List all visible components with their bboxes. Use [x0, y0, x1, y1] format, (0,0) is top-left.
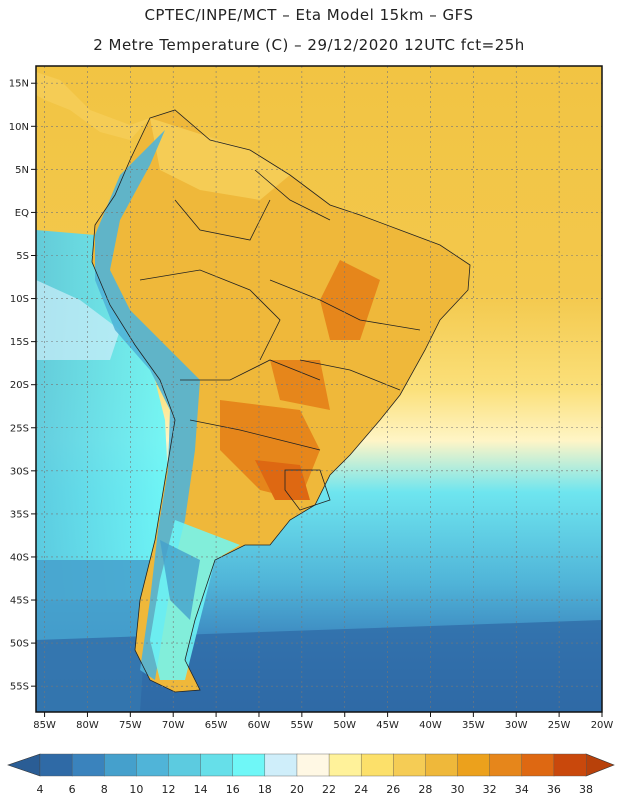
- colorbar-swatch: [71, 753, 105, 777]
- lat-label: 45S: [10, 596, 29, 607]
- lat-label: 5S: [16, 251, 29, 262]
- colorbar-label: 24: [354, 783, 368, 796]
- colorbar-swatch: [328, 753, 362, 777]
- lat-label: 15S: [10, 337, 29, 348]
- colorbar-swatch: [360, 753, 394, 777]
- colorbar-label: 4: [37, 783, 44, 796]
- lon-label: 40W: [419, 720, 442, 731]
- colorbar-label: 38: [579, 783, 593, 796]
- lat-label: EQ: [15, 208, 29, 219]
- lon-label: 75W: [119, 720, 142, 731]
- graticule: [31, 66, 603, 717]
- lat-label: 50S: [10, 639, 29, 650]
- colorbar-labels: 4 6 8 10 12 14 16 18 20 22 24 26 28 30 32 34 36 38: [37, 783, 594, 796]
- lon-label: 50W: [333, 720, 356, 731]
- colorbar-label: 16: [226, 783, 240, 796]
- colorbar-label: 14: [194, 783, 208, 796]
- lon-label: 80W: [76, 720, 99, 731]
- latitude-labels: 15N 10N 5N EQ 5S 10S 15S 20S 25S 30S 35S 40S 45S 50S 5…: [9, 79, 29, 693]
- lat-label: 35S: [10, 509, 29, 520]
- colorbar-low-cap: [7, 753, 41, 777]
- map-frame: [35, 65, 603, 713]
- colorbar-label: 10: [129, 783, 143, 796]
- colorbar-label: 18: [258, 783, 272, 796]
- colorbar-swatch: [521, 753, 555, 777]
- colorbar-swatch: [489, 753, 523, 777]
- lon-label: 60W: [248, 720, 271, 731]
- lon-label: 30W: [505, 720, 528, 731]
- colorbar-label: 32: [483, 783, 497, 796]
- colorbar-swatch: [200, 753, 234, 777]
- lat-label: 10N: [9, 122, 29, 133]
- colorbar-swatch: [425, 753, 459, 777]
- colorbar-swatch: [136, 753, 169, 777]
- colorbar-swatch: [296, 753, 330, 777]
- central-america-land: [36, 72, 150, 140]
- lon-label: 65W: [205, 720, 228, 731]
- lon-label: 70W: [162, 720, 185, 731]
- colorbar-swatch: [264, 753, 298, 777]
- lon-label: 20W: [591, 720, 614, 731]
- patagonia-cold: [160, 540, 200, 620]
- lon-label: 35W: [462, 720, 485, 731]
- hot-zone-center: [270, 360, 330, 410]
- lat-label: 20S: [10, 380, 29, 391]
- colorbar-label: 20: [290, 783, 304, 796]
- colorbar-label: 12: [161, 783, 175, 796]
- colorbar-swatch: [232, 753, 266, 777]
- lat-label: 30S: [10, 466, 29, 477]
- colorbar-high-cap: [585, 753, 615, 777]
- colorbar-label: 6: [69, 783, 76, 796]
- colorbar-swatch: [393, 753, 426, 777]
- colorbar-label: 8: [101, 783, 108, 796]
- colorbar-swatch: [168, 753, 202, 777]
- country-borders: [91, 109, 471, 693]
- colorbar: [7, 753, 615, 777]
- colorbar-label: 26: [386, 783, 400, 796]
- lat-label: 40S: [10, 552, 29, 563]
- colorbar-label: 36: [547, 783, 561, 796]
- colorbar-swatch: [39, 753, 73, 777]
- lon-label: 85W: [33, 720, 56, 731]
- pacific-mild-patch: [36, 280, 120, 360]
- hot-zone-north: [320, 260, 380, 340]
- lat-label: 5N: [15, 165, 29, 176]
- colorbar-label: 30: [451, 783, 465, 796]
- map-title-line-2: 2 Metre Temperature (C) – 29/12/2020 12U…: [93, 36, 525, 54]
- colorbar-label: 22: [322, 783, 336, 796]
- lat-label: 55S: [10, 682, 29, 693]
- colorbar-swatch: [104, 753, 137, 777]
- lon-label: 55W: [291, 720, 314, 731]
- colorbar-label: 34: [515, 783, 529, 796]
- longitude-labels: 85W 80W 75W 70W 65W 60W 55W 50W 45W 40W 35W 30W 25W 2…: [33, 720, 613, 731]
- map-title-line-1: CPTEC/INPE/MCT – Eta Model 15km – GFS: [144, 6, 474, 24]
- lon-label: 25W: [548, 720, 571, 731]
- colorbar-label: 28: [418, 783, 432, 796]
- lat-label: 10S: [10, 294, 29, 305]
- colorbar-swatch: [457, 753, 491, 777]
- lon-label: 45W: [376, 720, 399, 731]
- lat-label: 25S: [10, 423, 29, 434]
- north-band: [150, 118, 290, 200]
- lat-label: 15N: [9, 79, 29, 90]
- colorbar-swatch: [553, 753, 587, 777]
